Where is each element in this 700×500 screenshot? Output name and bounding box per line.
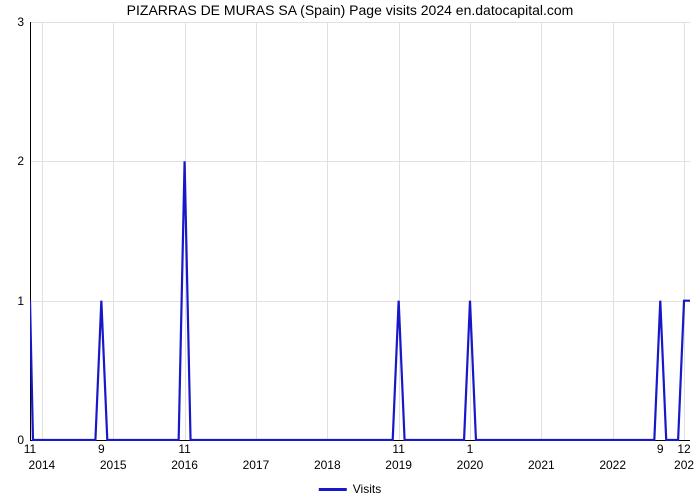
x-tick-label-lower: 2018 (314, 458, 341, 472)
series-line (30, 22, 690, 441)
x-tick-label-lower: 2020 (457, 458, 484, 472)
y-tick-label: 1 (6, 294, 24, 308)
x-tick-label-upper: 9 (98, 442, 105, 456)
chart-container: { "chart": { "type": "line", "title": "P… (0, 0, 700, 500)
x-tick-label-lower: 2016 (171, 458, 198, 472)
x-tick-label-upper: 11 (178, 442, 190, 456)
chart-title: PIZARRAS DE MURAS SA (Spain) Page visits… (0, 2, 700, 18)
y-tick-label: 2 (6, 154, 24, 168)
y-tick-label: 0 (6, 433, 24, 447)
x-tick-label-upper: 12 (677, 442, 690, 456)
x-tick-label-lower: 2022 (599, 458, 626, 472)
x-tick-label-lower: 2014 (29, 458, 56, 472)
x-tick-label-lower: 2017 (243, 458, 270, 472)
y-tick-label: 3 (6, 15, 24, 29)
legend: Visits (319, 482, 381, 496)
x-tick-label-upper: 11 (392, 442, 404, 456)
x-tick-label-upper: 9 (657, 442, 664, 456)
x-tick-label-lower: 202 (674, 458, 694, 472)
legend-label: Visits (353, 482, 381, 496)
plot-area (30, 22, 690, 440)
x-tick-label-lower: 2015 (100, 458, 127, 472)
x-tick-label-upper: 11 (24, 442, 36, 456)
x-tick-label-lower: 2019 (385, 458, 412, 472)
x-tick-label-upper: 1 (467, 442, 474, 456)
legend-swatch (319, 488, 347, 491)
x-tick-label-lower: 2021 (528, 458, 555, 472)
